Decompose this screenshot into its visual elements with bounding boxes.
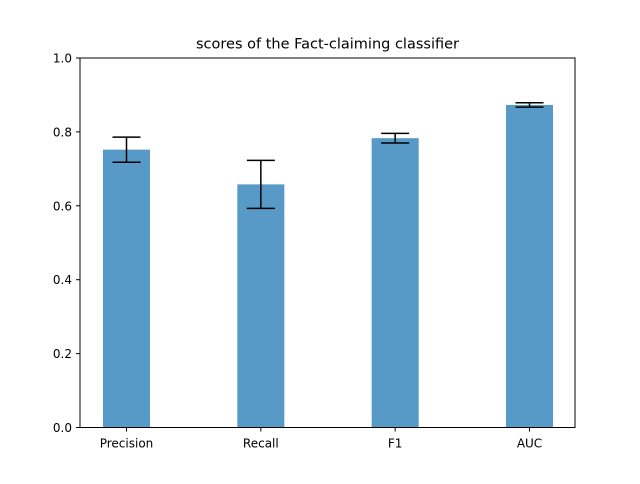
y-tick-label: 0.0 [53,421,72,435]
bar-recall [237,184,285,428]
x-tick-label: Precision [100,437,154,451]
x-tick-label: Recall [243,437,279,451]
chart-title: scores of the Fact-claiming classifier [196,37,459,53]
x-axis: Precision Recall F1 AUC [100,427,542,451]
bar-precision [103,149,150,428]
error-bars-layer [112,101,544,210]
y-axis: 0.0 0.2 0.4 0.6 0.8 1.0 [53,52,80,435]
y-tick-label: 0.2 [53,347,72,361]
bar-auc [506,104,553,428]
y-tick-label: 0.4 [53,273,72,287]
y-tick-label: 0.6 [53,199,72,213]
bars-layer [103,104,553,428]
plot-frame [79,57,576,428]
bar-f1 [371,138,419,428]
x-tick-label: AUC [517,437,542,451]
y-tick-label: 1.0 [53,52,72,66]
y-tick-label: 0.8 [53,125,72,139]
x-tick-label: F1 [388,437,403,451]
